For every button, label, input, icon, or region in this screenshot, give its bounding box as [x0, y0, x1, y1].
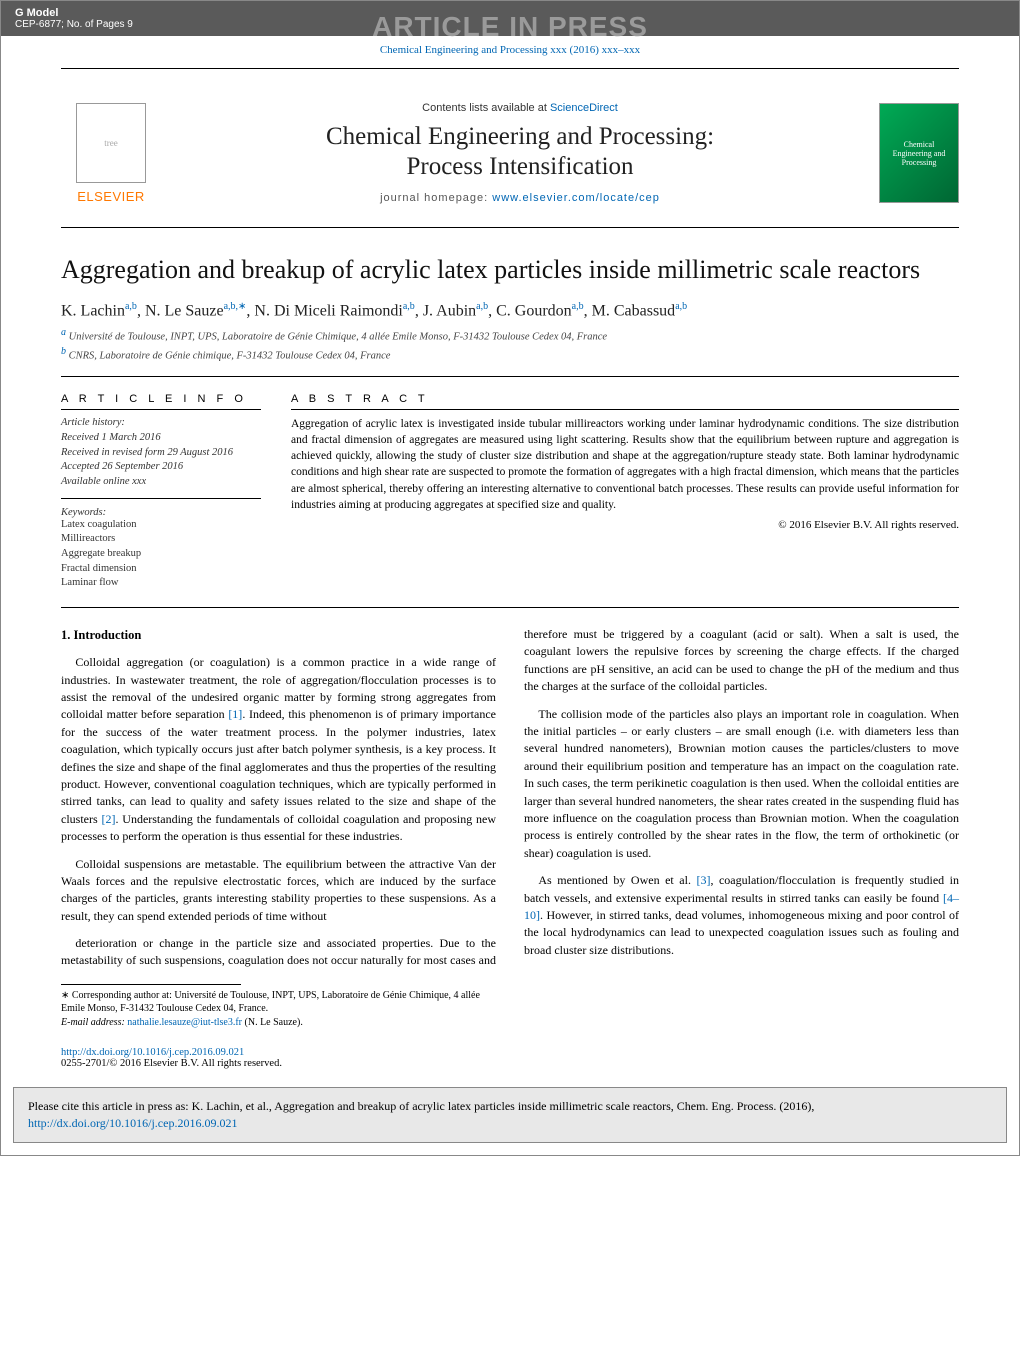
doi-block: http://dx.doi.org/10.1016/j.cep.2016.09.…	[61, 1047, 959, 1069]
journal-header-block: tree ELSEVIER Contents lists available a…	[61, 93, 959, 228]
keyword-4: Fractal dimension	[61, 562, 261, 577]
footnote-separator	[61, 984, 241, 985]
elsevier-name: ELSEVIER	[77, 189, 145, 204]
issn-copyright: 0255-2701/© 2016 Elsevier B.V. All right…	[61, 1058, 959, 1069]
please-cite-box: Please cite this article in press as: K.…	[13, 1087, 1007, 1143]
contents-label: Contents lists available at	[422, 102, 550, 114]
affil-a-text: Université de Toulouse, INPT, UPS, Labor…	[69, 331, 607, 342]
ref-1-link[interactable]: [1]	[228, 707, 242, 721]
journal-cover-thumbnail: Chemical Engineering and Processing	[879, 103, 959, 203]
email-who: (N. Le Sauze).	[242, 1017, 303, 1028]
article-history: Article history: Received 1 March 2016 R…	[61, 416, 261, 498]
intro-para-5: As mentioned by Owen et al. [3], coagula…	[524, 872, 959, 959]
ref-3-link[interactable]: [3]	[696, 873, 710, 887]
sciencedirect-link[interactable]: ScienceDirect	[550, 102, 618, 114]
elsevier-tree-icon: tree	[76, 103, 146, 183]
p5a: As mentioned by Owen et al.	[538, 873, 696, 887]
keywords-label: Keywords:	[61, 507, 261, 518]
homepage-label: journal homepage:	[380, 192, 492, 204]
author-4-aff: a,b	[476, 301, 488, 312]
history-revised: Received in revised form 29 August 2016	[61, 446, 261, 461]
ref-2-link[interactable]: [2]	[101, 812, 115, 826]
footnotes: ∗ Corresponding author at: Université de…	[61, 989, 481, 1030]
author-3-aff: a,b	[403, 301, 415, 312]
abstract-copyright: © 2016 Elsevier B.V. All rights reserved…	[291, 519, 959, 531]
journal-title: Chemical Engineering and Processing: Pro…	[177, 122, 863, 182]
intro-heading: 1. Introduction	[61, 626, 496, 644]
affil-b-text: CNRS, Laboratoire de Génie chimique, F-3…	[69, 351, 391, 362]
doi-link[interactable]: http://dx.doi.org/10.1016/j.cep.2016.09.…	[61, 1047, 244, 1058]
elsevier-logo: tree ELSEVIER	[61, 93, 161, 213]
info-abstract-row: a r t i c l e i n f o Article history: R…	[61, 393, 959, 608]
article-info-column: a r t i c l e i n f o Article history: R…	[61, 393, 261, 591]
author-3: N. Di Miceli Raimondi	[254, 302, 402, 319]
cite-doi-link[interactable]: http://dx.doi.org/10.1016/j.cep.2016.09.…	[28, 1116, 237, 1130]
p1c: . Understanding the fundamentals of coll…	[61, 812, 496, 843]
homepage-link[interactable]: www.elsevier.com/locate/cep	[492, 192, 660, 204]
authors-line: K. Lachina,b, N. Le Sauzea,b,∗, N. Di Mi…	[61, 301, 959, 320]
p5c: . However, in stirred tanks, dead volume…	[524, 908, 959, 957]
author-5: C. Gourdon	[496, 302, 572, 319]
history-received: Received 1 March 2016	[61, 431, 261, 446]
contents-lists-line: Contents lists available at ScienceDirec…	[177, 102, 863, 114]
article-in-press-banner: ARTICLE IN PRESS	[372, 11, 648, 43]
top-banner-wrap: G Model CEP-6877; No. of Pages 9 ARTICLE…	[1, 1, 1019, 36]
keyword-3: Aggregate breakup	[61, 547, 261, 562]
keyword-5: Laminar flow	[61, 576, 261, 591]
affiliation-b: b CNRS, Laboratoire de Génie chimique, F…	[61, 345, 959, 364]
intro-para-2: Colloidal suspensions are metastable. Th…	[61, 856, 496, 926]
history-accepted: Accepted 26 September 2016	[61, 460, 261, 475]
header-center: Contents lists available at ScienceDirec…	[177, 102, 863, 204]
article-title: Aggregation and breakup of acrylic latex…	[61, 254, 959, 287]
history-label: Article history:	[61, 416, 261, 431]
journal-homepage-line: journal homepage: www.elsevier.com/locat…	[177, 192, 863, 204]
author-4: J. Aubin	[423, 302, 476, 319]
affiliation-a: a Université de Toulouse, INPT, UPS, Lab…	[61, 326, 959, 345]
author-1-aff: a,b	[125, 301, 137, 312]
intro-para-4: The collision mode of the particles also…	[524, 706, 959, 863]
body-two-columns: 1. Introduction Colloidal aggregation (o…	[61, 626, 959, 970]
journal-title-line2: Process Intensification	[406, 153, 633, 180]
author-1: K. Lachin	[61, 302, 125, 319]
abstract-column: a b s t r a c t Aggregation of acrylic l…	[291, 393, 959, 591]
history-online: Available online xxx	[61, 475, 261, 490]
keyword-2: Millireactors	[61, 532, 261, 547]
journal-title-line1: Chemical Engineering and Processing:	[326, 123, 714, 150]
keyword-1: Latex coagulation	[61, 518, 261, 533]
email-label: E-mail address:	[61, 1017, 127, 1028]
author-2-aff: a,b	[224, 301, 236, 312]
email-link[interactable]: nathalie.lesauze@iut-tlse3.fr	[127, 1017, 242, 1028]
keywords-list: Latex coagulation Millireactors Aggregat…	[61, 518, 261, 591]
intro-para-1: Colloidal aggregation (or coagulation) i…	[61, 654, 496, 845]
author-5-aff: a,b	[572, 301, 584, 312]
corresponding-author-note: ∗ Corresponding author at: Université de…	[61, 989, 481, 1016]
abstract-heading: a b s t r a c t	[291, 393, 959, 410]
author-6: M. Cabassud	[592, 302, 676, 319]
author-2-star: ∗	[238, 301, 246, 312]
email-line: E-mail address: nathalie.lesauze@iut-tls…	[61, 1016, 481, 1030]
author-6-aff: a,b	[675, 301, 687, 312]
author-2: N. Le Sauze	[145, 302, 224, 319]
cite-text: Please cite this article in press as: K.…	[28, 1099, 814, 1113]
p1b: . Indeed, this phenomenon is of primary …	[61, 707, 496, 825]
abstract-text: Aggregation of acrylic latex is investig…	[291, 416, 959, 513]
page-frame: G Model CEP-6877; No. of Pages 9 ARTICLE…	[0, 0, 1020, 1156]
article-info-heading: a r t i c l e i n f o	[61, 393, 261, 410]
affiliations: a Université de Toulouse, INPT, UPS, Lab…	[61, 326, 959, 377]
